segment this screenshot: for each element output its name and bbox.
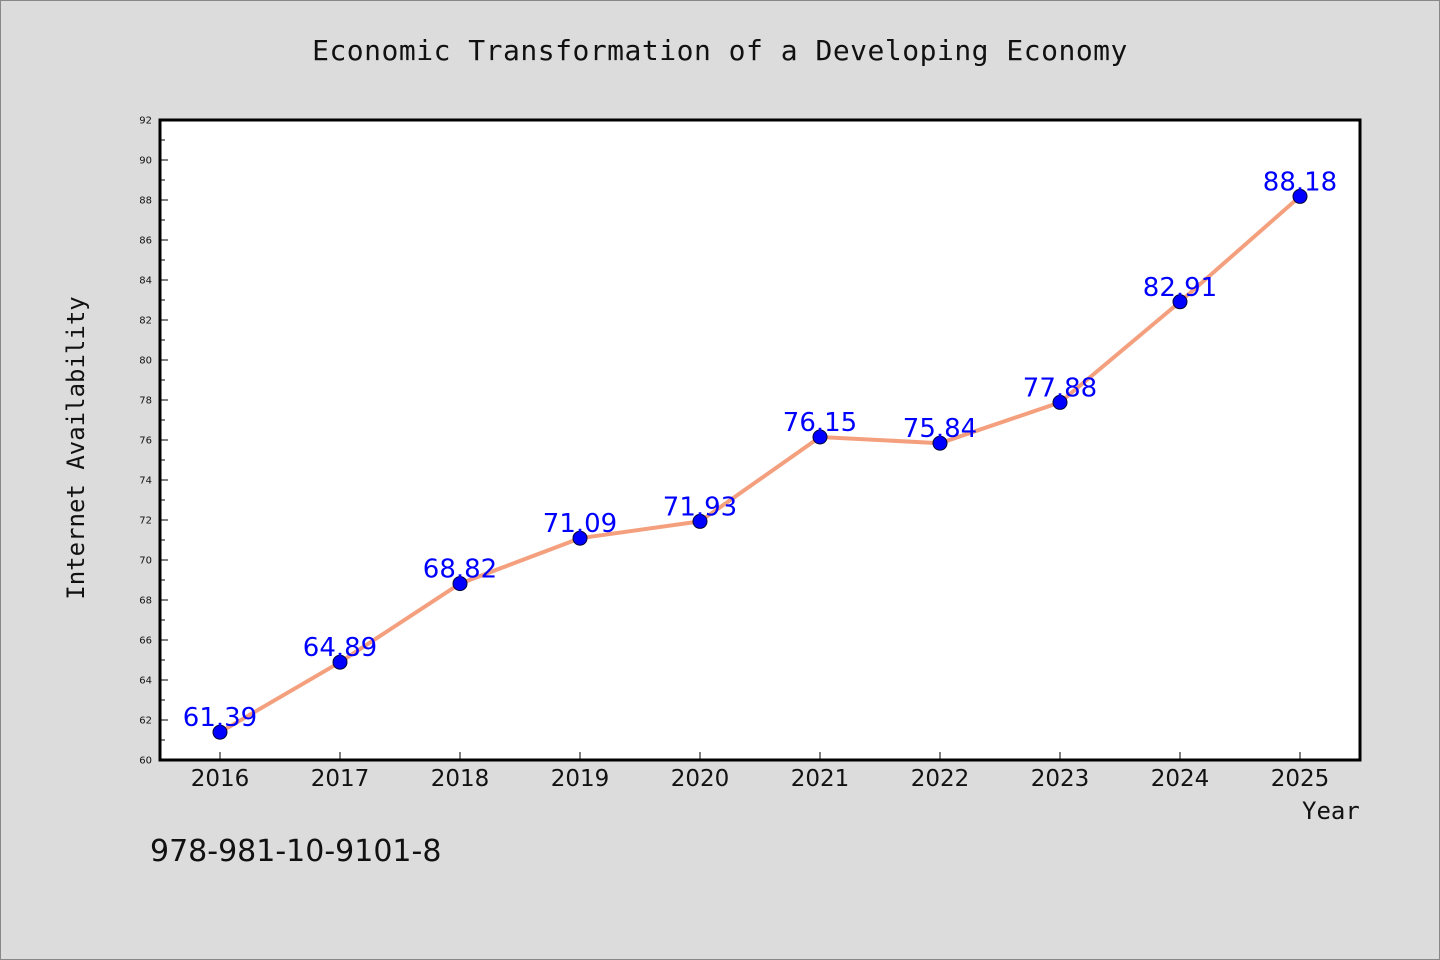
y-tick-label: 82 [139, 316, 152, 327]
data-point [692, 513, 708, 529]
data-point [812, 429, 828, 445]
x-tick-label: 2020 [671, 766, 730, 792]
data-point [572, 530, 588, 546]
series-line [218, 194, 1302, 735]
data-point [1172, 294, 1188, 310]
data-point [1292, 188, 1308, 204]
y-tick-label: 62 [139, 716, 152, 727]
x-tick-label: 2023 [1031, 766, 1090, 792]
y-tick-label: 80 [139, 356, 152, 367]
data-point [1052, 394, 1068, 410]
x-tick-label: 2021 [791, 766, 850, 792]
plot-area [160, 120, 1360, 760]
x-tick-label: 2019 [551, 766, 610, 792]
y-tick-label: 64 [139, 676, 152, 687]
y-tick-label: 74 [139, 476, 152, 487]
y-tick-label: 66 [139, 636, 152, 647]
data-label: 77.88 [1023, 373, 1097, 403]
x-axis-label: Year [1302, 797, 1360, 825]
x-tick-label: 2022 [911, 766, 970, 792]
data-label: 61.39 [183, 703, 257, 733]
y-tick-label: 88 [139, 196, 152, 207]
y-tick-label: 90 [139, 156, 152, 167]
y-tick-label: 84 [139, 276, 152, 287]
x-tick-label: 2024 [1151, 766, 1210, 792]
data-label: 64.89 [303, 633, 377, 663]
data-label: 68.82 [423, 555, 497, 585]
data-point [212, 724, 228, 740]
data-point [332, 654, 348, 670]
data-point [932, 435, 948, 451]
x-tick-label: 2016 [191, 766, 250, 792]
chart-title: Economic Transformation of a Developing … [312, 34, 1128, 67]
x-tick-label: 2018 [431, 766, 490, 792]
data-label: 88.18 [1263, 167, 1337, 197]
data-label: 71.93 [663, 492, 737, 522]
data-label: 75.84 [903, 414, 977, 444]
y-tick-label: 76 [139, 436, 152, 447]
y-tick-label: 60 [139, 756, 152, 767]
y-tick-label: 86 [139, 236, 152, 247]
data-label: 76.15 [783, 408, 857, 438]
y-tick-label: 72 [139, 516, 152, 527]
x-tick-label: 2017 [311, 766, 370, 792]
data-label: 71.09 [543, 509, 617, 539]
plot-border [158, 118, 1362, 762]
x-tick-label: 2025 [1271, 766, 1330, 792]
y-tick-label: 78 [139, 396, 152, 407]
y-tick-label: 92 [139, 116, 152, 127]
data-label: 82.91 [1143, 273, 1217, 303]
y-tick-label: 68 [139, 596, 152, 607]
y-tick-label: 70 [139, 556, 152, 567]
data-point [452, 576, 468, 592]
isbn-text: 978-981-10-9101-8 [150, 834, 442, 869]
